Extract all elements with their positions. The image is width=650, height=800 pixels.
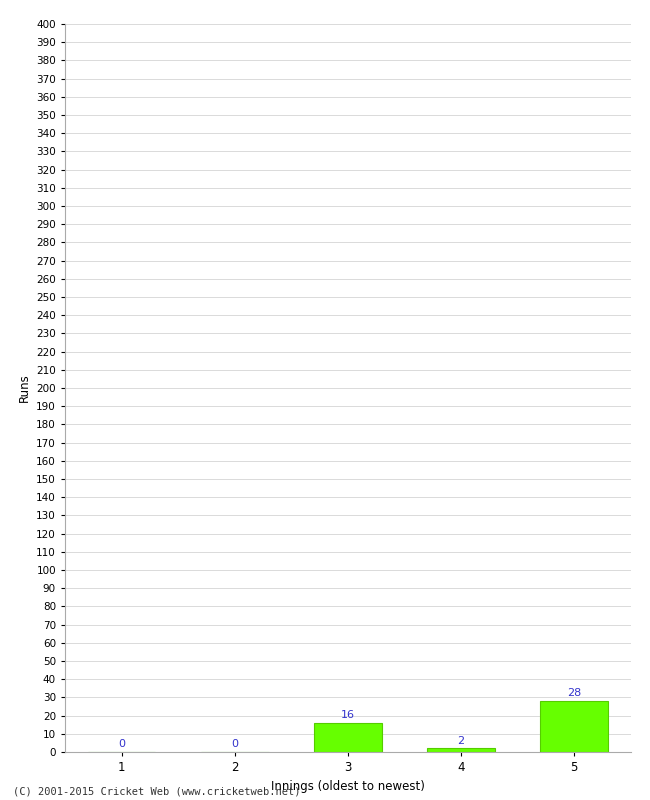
Text: 16: 16 [341, 710, 355, 720]
Y-axis label: Runs: Runs [18, 374, 31, 402]
Text: 2: 2 [458, 736, 464, 746]
X-axis label: Innings (oldest to newest): Innings (oldest to newest) [271, 779, 424, 793]
Text: 0: 0 [118, 739, 125, 750]
Bar [540, 701, 608, 752]
Bar [314, 723, 382, 752]
Text: 28: 28 [567, 688, 581, 698]
Text: 0: 0 [231, 739, 238, 750]
Text: (C) 2001-2015 Cricket Web (www.cricketweb.net): (C) 2001-2015 Cricket Web (www.cricketwe… [13, 786, 300, 796]
Bar [427, 748, 495, 752]
